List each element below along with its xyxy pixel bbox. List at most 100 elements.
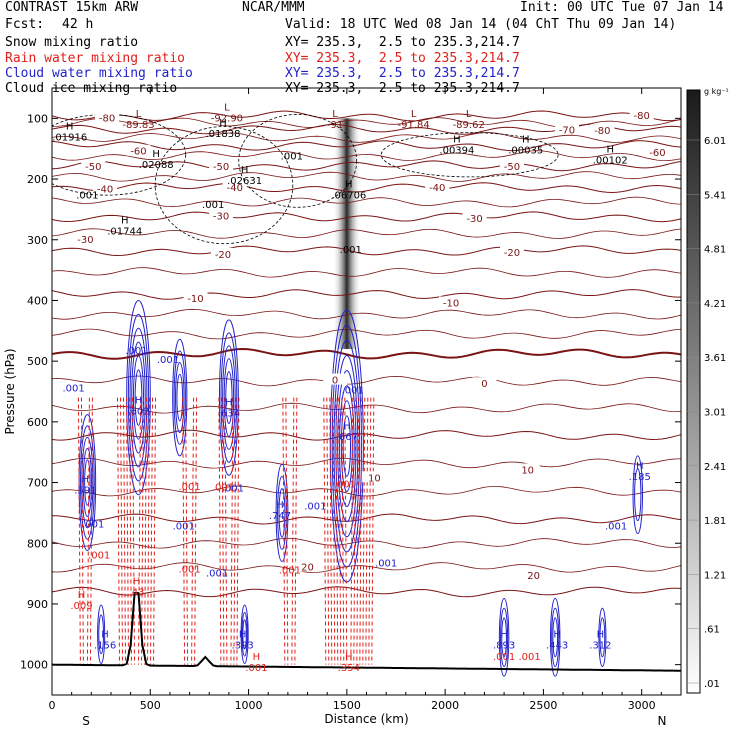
y-tick-label: 200 xyxy=(27,173,48,186)
cloud-contour xyxy=(132,355,145,440)
temp-label: -30 xyxy=(466,214,482,225)
temp-contour--40 xyxy=(52,182,681,194)
extremum-kind: L xyxy=(136,109,142,120)
extremum-value: .443 xyxy=(546,640,568,651)
x-tick-label: 1000 xyxy=(235,699,263,712)
colorbar-tick-label: 6.01 xyxy=(704,136,726,147)
rain-contour xyxy=(218,397,222,665)
extremum-kind: H xyxy=(597,629,605,640)
cloud-contour xyxy=(551,607,560,667)
extremum-value: .02088 xyxy=(139,160,174,171)
extremum-kind: H xyxy=(225,397,233,408)
colorbar-tick-label: 5.41 xyxy=(704,190,726,201)
rain-contour xyxy=(86,397,90,665)
temp-label-bg xyxy=(645,145,670,157)
rain-contour xyxy=(285,397,289,665)
extremum-kind: H xyxy=(345,652,353,663)
extremum-value: .602 xyxy=(127,407,149,418)
rain-contour xyxy=(344,397,348,665)
temp-label-bg xyxy=(323,373,348,385)
org-label: NCAR/MMM xyxy=(242,0,305,15)
extremum-kind: H xyxy=(78,590,86,601)
rain-label: .001 xyxy=(178,482,200,493)
extremum-kind: H xyxy=(219,118,227,129)
cloud-contour xyxy=(598,607,607,667)
rain-label: .001 xyxy=(279,566,301,577)
temp-contour--10 xyxy=(52,289,681,300)
rain-contour xyxy=(141,397,145,665)
cloud-contour xyxy=(500,607,509,667)
rain-contour xyxy=(291,397,295,665)
cloud-contour xyxy=(278,488,286,538)
extremum-kind: H xyxy=(66,121,74,132)
temp-label: 10 xyxy=(368,473,381,484)
rain-label: .001 xyxy=(334,479,356,490)
temp-contour-0 xyxy=(52,347,681,360)
rain-contour xyxy=(365,397,369,665)
temp-contour-minor xyxy=(52,375,681,387)
colorbar-tick-label: .01 xyxy=(704,679,720,690)
temp-label: -50 xyxy=(85,162,101,173)
colorbar-tick-label: 4.21 xyxy=(704,299,726,310)
ice-label: .001 xyxy=(281,152,303,163)
rain-contour xyxy=(182,397,186,665)
extremum-kind: H xyxy=(453,135,461,146)
cloud-contour xyxy=(242,619,247,650)
snow-column xyxy=(332,118,361,350)
valid-time: Valid: 18 UTC Wed 08 Jan 14 (04 ChT Thu … xyxy=(285,17,677,32)
y-tick-label: 400 xyxy=(27,294,48,307)
rain-contour xyxy=(150,397,154,665)
fcst-label: Fcst: xyxy=(5,17,45,32)
legend-snow-xy: XY= 235.3, 2.5 to 235.3,214.7 xyxy=(285,35,520,50)
rain-contour xyxy=(329,397,333,665)
rain-contour xyxy=(359,397,363,665)
extremum-value: -89.83 xyxy=(122,120,154,131)
cloud-contour xyxy=(329,309,364,583)
temp-label-bg xyxy=(81,159,106,171)
temp-label-bg xyxy=(499,246,524,258)
temp-contour-minor xyxy=(52,132,681,143)
extremum-kind: L xyxy=(224,102,230,113)
cloud-contour xyxy=(129,327,148,468)
x-tick-label: 3000 xyxy=(628,699,656,712)
temp-label: 20 xyxy=(527,571,540,582)
cloud-contour xyxy=(220,332,238,463)
temp-label: -20 xyxy=(504,248,520,259)
rain-contour xyxy=(224,397,228,665)
cloud-contour xyxy=(223,358,235,437)
temp-contour-minor xyxy=(52,150,681,162)
y-tick-label: 700 xyxy=(27,477,48,490)
temp-contour-minor xyxy=(52,228,681,239)
extremum-value: .00102 xyxy=(593,155,628,166)
extremum-kind: H xyxy=(241,165,249,176)
colorbar: 6.01 5.41 4.81 4.21 3.61 3.01 2.41 1.81 1.21 .61.… xyxy=(686,87,729,694)
rain-label: .001 xyxy=(88,550,110,561)
temp-contour-30 xyxy=(52,586,681,598)
temp-label: -20 xyxy=(215,250,231,261)
cloud-contour xyxy=(127,313,150,482)
rain-contour xyxy=(368,397,372,665)
extremum-value: .009 xyxy=(70,601,92,612)
rain-contour xyxy=(126,397,130,665)
temp-label: 0 xyxy=(332,376,338,387)
rain-contour xyxy=(120,397,124,665)
temp-label: -50 xyxy=(504,162,520,173)
rain-contour xyxy=(123,397,127,665)
south-label: S xyxy=(82,714,90,728)
extremum-value: .156 xyxy=(94,640,116,651)
rain-contour xyxy=(332,397,336,665)
temp-contour--30 xyxy=(52,211,681,223)
extremum-kind: H xyxy=(152,149,160,160)
temp-contour-minor xyxy=(52,328,681,340)
colorbar-tick-label: 3.01 xyxy=(704,408,726,419)
cloud-contour xyxy=(80,425,95,540)
temp-label-bg xyxy=(499,159,524,171)
rain-contour xyxy=(89,397,93,665)
temp-label: -10 xyxy=(443,298,459,309)
temp-label-bg xyxy=(211,247,236,259)
rain-contour xyxy=(335,397,339,665)
temp-label: -80 xyxy=(99,113,115,124)
extremum-kind: H xyxy=(276,500,284,511)
temp-label-bg xyxy=(515,463,540,475)
